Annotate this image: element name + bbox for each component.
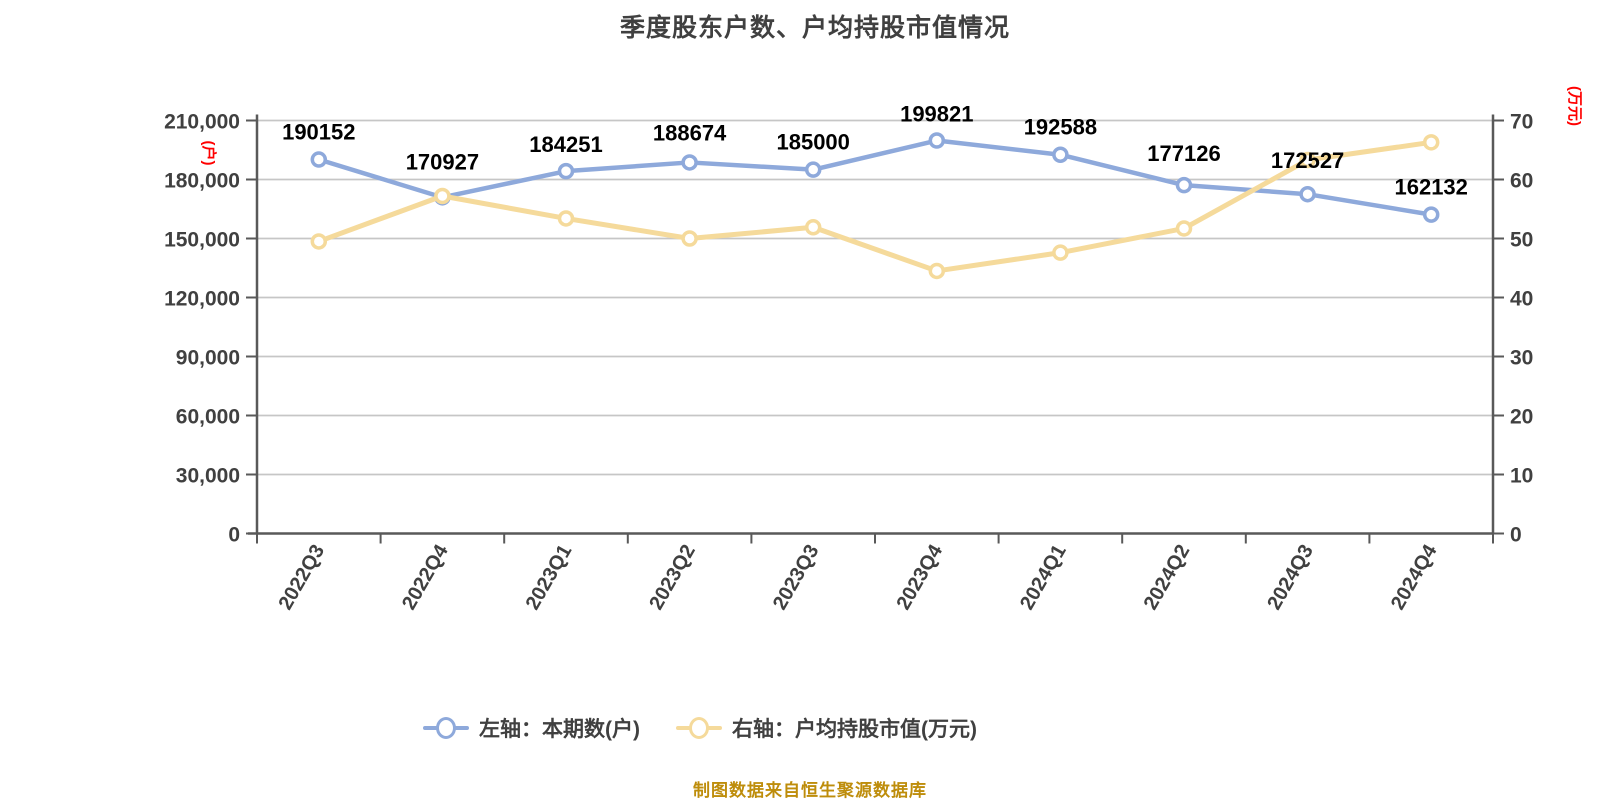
market-value-data-point[interactable] [1052,244,1069,261]
legend-marker-blue-icon [423,717,469,739]
right-axis-tick-label: 30 [1510,347,1533,370]
x-axis-label: 2022Q3 [274,541,329,614]
market-value-data-point[interactable] [928,262,946,280]
left-axis-tick-label: 0 [228,524,240,547]
left-axis-tick-label: 210,000 [164,111,240,134]
market-value-data-point[interactable] [1299,151,1316,169]
market-value-data-point[interactable] [1422,134,1440,151]
market-value-data-point[interactable] [557,210,575,227]
data-point-label: 190152 [282,120,355,145]
data-point-label: 192588 [1024,115,1097,140]
data-point-label: 162132 [1394,175,1467,200]
shareholders-line [316,138,1434,217]
data-point-label: 172527 [1271,148,1344,173]
left-axis-tick-label: 120,000 [164,288,240,311]
market-value-data-point[interactable] [804,219,822,236]
x-axis-label: 2022Q4 [398,540,453,613]
legend-item-shareholders[interactable]: 左轴：本期数(户) [423,713,640,743]
chart-legend: 左轴：本期数(户) 右轴：户均持股市值(万元) [0,713,1400,743]
market-value-line [316,139,1434,274]
right-axis-tick-label: 70 [1510,111,1533,134]
shareholders-data-point[interactable] [310,151,328,168]
shareholders-data-point[interactable] [557,162,575,180]
chart-title: 季度股东户数、户均持股市值情况 [619,14,1010,42]
left-axis-tick-label: 90,000 [176,347,240,370]
left-axis-tick-label: 150,000 [164,229,240,252]
data-point-label: 185000 [776,130,849,155]
market-value-data-point[interactable] [310,233,328,250]
left-axis-unit-label: (户) [200,141,218,166]
right-axis-unit-label: (万元) [1566,86,1583,126]
x-axis-label: 2023Q2 [645,541,700,614]
market-value-data-point[interactable] [1175,220,1193,237]
x-axis-label: 2024Q1 [1016,541,1071,614]
legend-label-market-value: 右轴：户均持股市值(万元) [732,718,977,741]
left-axis-tick-label: 60,000 [176,406,240,429]
x-axis-label: 2023Q1 [522,541,577,614]
shareholders-data-point[interactable] [681,154,698,171]
right-axis-tick-label: 60 [1510,170,1533,193]
right-axis-tick-label: 0 [1510,524,1522,547]
data-point-label: 170927 [406,149,479,174]
x-axis-label: 2024Q4 [1387,540,1442,613]
data-point-label: 184251 [529,132,602,157]
legend-marker-yellow-icon [676,717,722,739]
legend-item-market-value[interactable]: 右轴：户均持股市值(万元) [676,713,977,743]
shareholders-data-point[interactable] [804,161,822,178]
left-axis-tick-label: 180,000 [164,170,240,193]
x-axis-label: 2023Q3 [769,541,824,614]
shareholders-data-point[interactable] [1299,185,1316,203]
shareholders-data-point[interactable] [1422,206,1440,223]
right-axis-tick-label: 40 [1510,288,1533,311]
data-point-label: 199821 [900,102,973,127]
shareholders-data-point[interactable] [1052,146,1069,163]
left-axis-tick-label: 30,000 [176,465,240,488]
right-axis-tick-label: 10 [1510,465,1533,488]
data-source-credit: 制图数据来自恒生聚源数据库 [693,781,927,800]
data-point-label: 177126 [1147,141,1220,166]
right-axis-tick-label: 20 [1510,406,1533,429]
x-axis-label: 2023Q4 [892,540,947,613]
right-axis-tick-label: 50 [1510,229,1533,252]
market-value-data-point[interactable] [681,230,698,247]
x-axis-label: 2024Q3 [1263,541,1318,614]
market-value-data-point[interactable] [434,187,451,205]
shareholders-data-point[interactable] [928,132,946,149]
data-point-label: 188674 [653,120,727,145]
shareholders-data-point[interactable] [1175,176,1193,194]
legend-label-shareholders: 左轴：本期数(户) [479,718,640,741]
x-axis-label: 2024Q2 [1140,541,1195,614]
